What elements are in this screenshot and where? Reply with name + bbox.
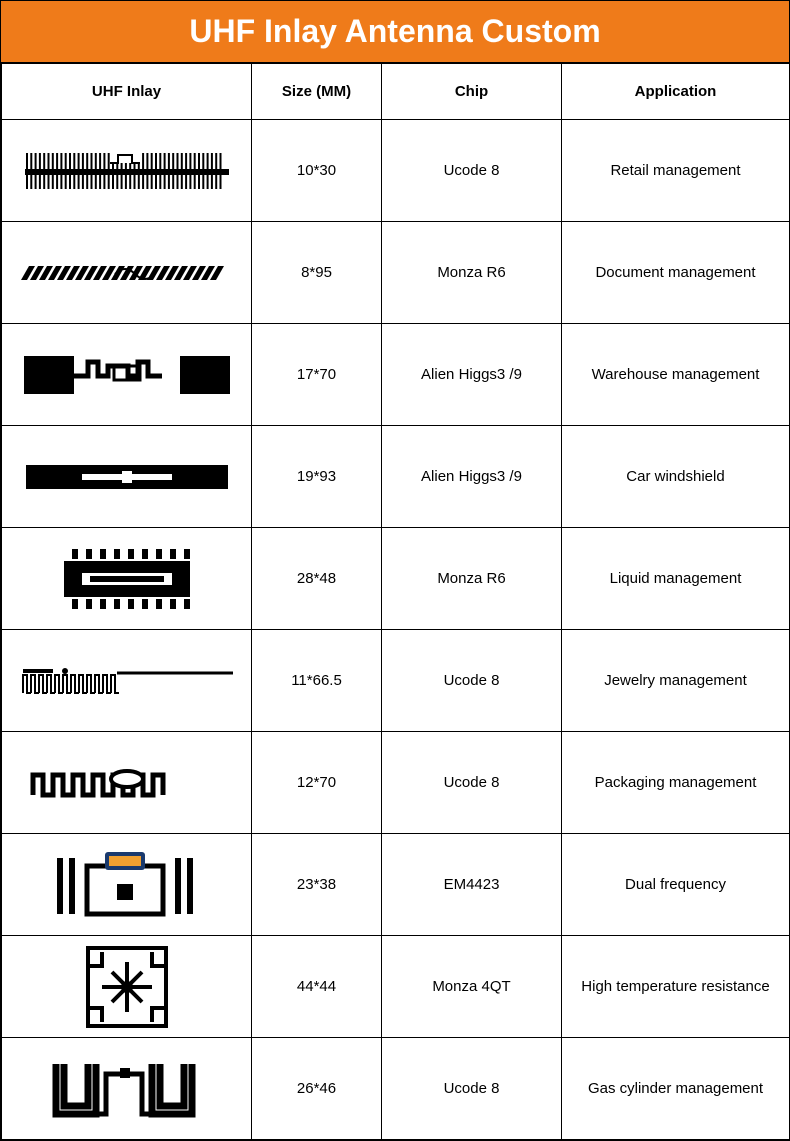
cell-size: 26*46 xyxy=(252,1038,382,1140)
cell-size: 17*70 xyxy=(252,324,382,426)
cell-size: 28*48 xyxy=(252,528,382,630)
cell-chip: Ucode 8 xyxy=(382,120,562,222)
inlay-table: UHF Inlay Size (MM) Chip Application 10*… xyxy=(1,63,790,1140)
cell-chip: Ucode 8 xyxy=(382,732,562,834)
col-header-app: Application xyxy=(562,64,790,120)
antenna-icon xyxy=(2,426,252,528)
cell-chip: Monza R6 xyxy=(382,528,562,630)
cell-chip: Alien Higgs3 /9 xyxy=(382,324,562,426)
antenna-icon xyxy=(2,528,252,630)
cell-application: Retail management xyxy=(562,120,790,222)
cell-chip: Monza R6 xyxy=(382,222,562,324)
cell-application: High temperature resistance xyxy=(562,936,790,1038)
table-header-row: UHF Inlay Size (MM) Chip Application xyxy=(2,64,790,120)
antenna-icon xyxy=(2,1038,252,1140)
antenna-icon xyxy=(2,120,252,222)
table-row: 26*46 Ucode 8 Gas cylinder management xyxy=(2,1038,790,1140)
cell-size: 23*38 xyxy=(252,834,382,936)
cell-application: Gas cylinder management xyxy=(562,1038,790,1140)
col-header-inlay: UHF Inlay xyxy=(2,64,252,120)
table-row: 44*44 Monza 4QT High temperature resista… xyxy=(2,936,790,1038)
cell-application: Liquid management xyxy=(562,528,790,630)
col-header-chip: Chip xyxy=(382,64,562,120)
cell-chip: EM4423 xyxy=(382,834,562,936)
page-title: UHF Inlay Antenna Custom xyxy=(1,1,789,63)
cell-application: Car windshield xyxy=(562,426,790,528)
antenna-icon xyxy=(2,222,252,324)
table-row: 23*38 EM4423 Dual frequency xyxy=(2,834,790,936)
table-row: 8*95 Monza R6 Document management xyxy=(2,222,790,324)
antenna-icon xyxy=(2,936,252,1038)
table-row: 10*30 Ucode 8 Retail management xyxy=(2,120,790,222)
cell-application: Document management xyxy=(562,222,790,324)
cell-size: 12*70 xyxy=(252,732,382,834)
antenna-icon xyxy=(2,834,252,936)
antenna-icon xyxy=(2,630,252,732)
cell-application: Dual frequency xyxy=(562,834,790,936)
cell-size: 44*44 xyxy=(252,936,382,1038)
table-row: 11*66.5 Ucode 8 Jewelry management xyxy=(2,630,790,732)
cell-size: 8*95 xyxy=(252,222,382,324)
table-row: 19*93 Alien Higgs3 /9 Car windshield xyxy=(2,426,790,528)
cell-application: Packaging management xyxy=(562,732,790,834)
cell-application: Jewelry management xyxy=(562,630,790,732)
table-row: 17*70 Alien Higgs3 /9 Warehouse manageme… xyxy=(2,324,790,426)
antenna-icon xyxy=(2,324,252,426)
col-header-size: Size (MM) xyxy=(252,64,382,120)
cell-size: 11*66.5 xyxy=(252,630,382,732)
cell-chip: Ucode 8 xyxy=(382,1038,562,1140)
cell-chip: Monza 4QT xyxy=(382,936,562,1038)
table-row: 12*70 Ucode 8 Packaging management xyxy=(2,732,790,834)
table-row: 28*48 Monza R6 Liquid management xyxy=(2,528,790,630)
cell-size: 19*93 xyxy=(252,426,382,528)
cell-chip: Ucode 8 xyxy=(382,630,562,732)
cell-application: Warehouse management xyxy=(562,324,790,426)
table-container: UHF Inlay Antenna Custom UHF Inlay Size … xyxy=(0,0,790,1141)
cell-chip: Alien Higgs3 /9 xyxy=(382,426,562,528)
antenna-icon xyxy=(2,732,252,834)
cell-size: 10*30 xyxy=(252,120,382,222)
